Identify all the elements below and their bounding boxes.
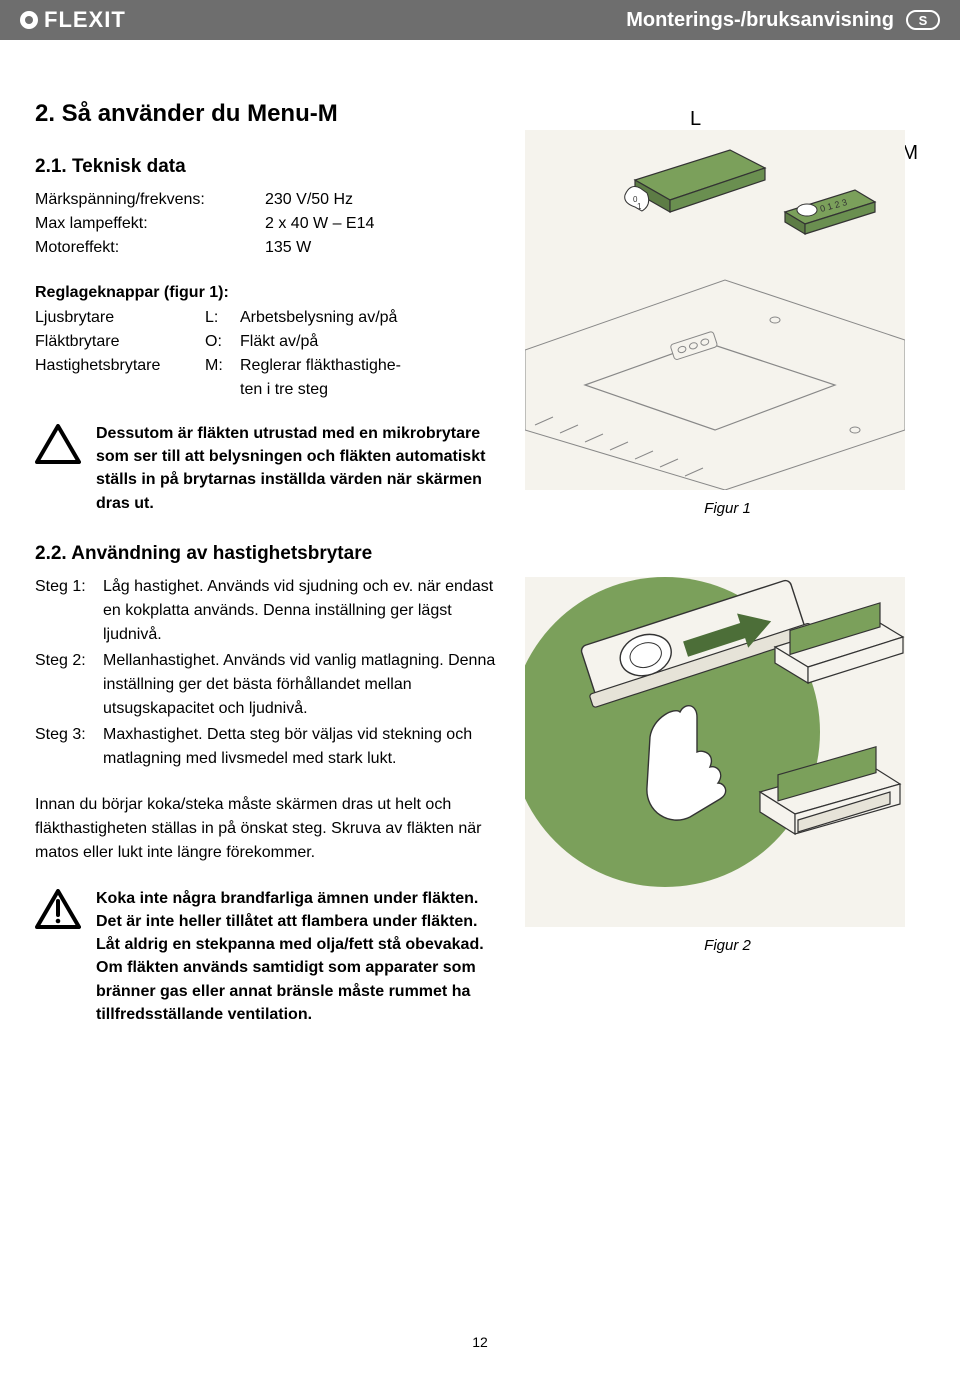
- paragraph: Innan du börjar koka/steka måste skärmen…: [35, 793, 505, 865]
- table-row: Max lampeffekt: 2 x 40 W – E14: [35, 212, 505, 236]
- brand-text: FLEXIT: [44, 7, 126, 33]
- page-content: 2. Så använder du Menu-M 2.1. Teknisk da…: [0, 40, 960, 1054]
- figure-2-illustration: [525, 577, 905, 927]
- page-number: 12: [0, 1334, 960, 1350]
- svg-text:1: 1: [637, 202, 642, 211]
- topbar: FLEXIT Monterings-/bruksanvisning S: [0, 0, 960, 40]
- left-column: 2. Så använder du Menu-M 2.1. Teknisk da…: [35, 100, 505, 1054]
- note-text: Dessutom är fläkten utrustad med en mikr…: [96, 422, 505, 515]
- tech-value: 2 x 40 W – E14: [265, 212, 374, 236]
- controls-table: Ljusbrytare L: Arbetsbelysning av/på Flä…: [35, 306, 505, 402]
- logo-dot-icon: [20, 11, 38, 29]
- steps-list: Steg 1: Låg hastighet. Används vid sjudn…: [35, 575, 505, 771]
- warning-note: Koka inte några brandfarliga ämnen under…: [35, 887, 505, 1026]
- table-row: Hastighetsbrytare M: Reglerar fläkthasti…: [35, 354, 505, 378]
- section-21-title: 2.1. Teknisk data: [35, 156, 505, 178]
- topbar-title: Monterings-/bruksanvisning: [626, 9, 894, 32]
- lang-badge: S: [906, 10, 940, 30]
- table-row: Märkspänning/frekvens: 230 V/50 Hz: [35, 188, 505, 212]
- list-item: Steg 2: Mellanhastighet. Används vid van…: [35, 649, 505, 721]
- table-row: Motoreffekt: 135 W: [35, 236, 505, 260]
- controls-title: Reglageknappar (figur 1):: [35, 284, 505, 302]
- tech-label: Max lampeffekt:: [35, 212, 265, 236]
- info-note: Dessutom är fläkten utrustad med en mikr…: [35, 422, 505, 515]
- figure-1: 0 1 0 1 2 3: [525, 130, 905, 490]
- table-row: Fläktbrytare O: Fläkt av/på: [35, 330, 505, 354]
- list-item: Steg 1: Låg hastighet. Används vid sjudn…: [35, 575, 505, 647]
- figure-label-L: L: [690, 108, 701, 131]
- triangle-icon: [35, 424, 81, 464]
- right-column: L O - M: [525, 100, 930, 1054]
- tech-value: 135 W: [265, 236, 311, 260]
- tech-label: Märkspänning/frekvens:: [35, 188, 265, 212]
- section-22-title: 2.2. Användning av hastighetsbrytare: [35, 543, 505, 565]
- figure-1-illustration: 0 1 0 1 2 3: [525, 130, 905, 490]
- tech-value: 230 V/50 Hz: [265, 188, 353, 212]
- figure-2-caption: Figur 2: [525, 937, 930, 954]
- table-row: Ljusbrytare L: Arbetsbelysning av/på: [35, 306, 505, 330]
- figure-2: [525, 577, 905, 927]
- list-item: Steg 3: Maxhastighet. Detta steg bör väl…: [35, 723, 505, 771]
- warning-text: Koka inte några brandfarliga ämnen under…: [96, 887, 505, 1026]
- topbar-right: Monterings-/bruksanvisning S: [626, 9, 940, 32]
- brand-logo: FLEXIT: [20, 7, 126, 33]
- tech-data-table: Märkspänning/frekvens: 230 V/50 Hz Max l…: [35, 188, 505, 260]
- table-row: ten i tre steg: [35, 378, 505, 402]
- page-title: 2. Så använder du Menu-M: [35, 100, 505, 128]
- warning-icon: [35, 889, 81, 929]
- tech-label: Motoreffekt:: [35, 236, 265, 260]
- figure-1-caption: Figur 1: [525, 500, 930, 517]
